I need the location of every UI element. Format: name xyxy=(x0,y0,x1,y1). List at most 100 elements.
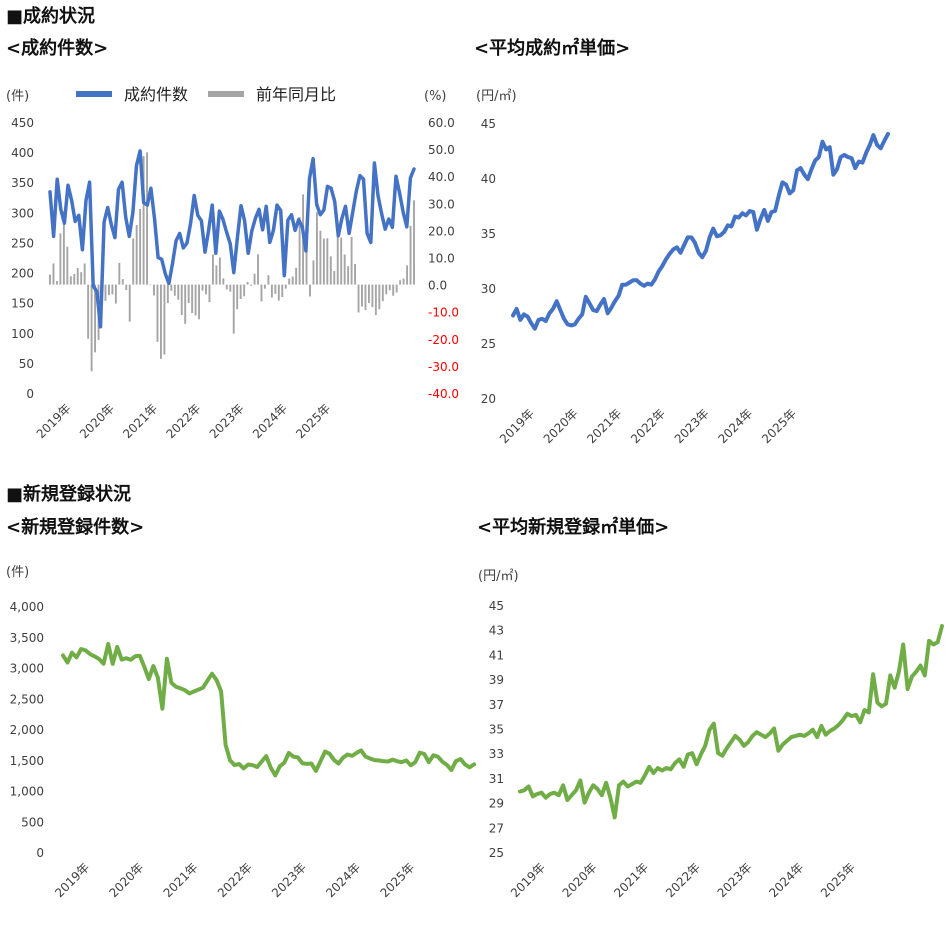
yoy-bar xyxy=(402,278,405,285)
yoy-bar xyxy=(132,238,135,285)
yoy-bar xyxy=(239,284,242,299)
x-tick-label: 2020年 xyxy=(106,860,146,900)
data-line xyxy=(48,149,416,329)
x-tick-label: 2025年 xyxy=(377,860,417,900)
y-left-tick-label: 35 xyxy=(481,227,496,241)
yoy-bar xyxy=(295,267,298,285)
x-tick-label: 2021年 xyxy=(161,860,201,900)
yoy-bar xyxy=(312,260,315,285)
yoy-bar xyxy=(260,284,263,302)
yoy-bar xyxy=(163,284,166,355)
yoy-bar xyxy=(184,284,187,324)
y-left-tick-label: 350 xyxy=(11,176,34,190)
y-left-tick-label: 4,000 xyxy=(10,600,44,614)
yoy-bar xyxy=(187,284,190,304)
y-left-tick-label: 200 xyxy=(11,267,34,281)
section-title-listing: ■新規登録状況 xyxy=(6,484,132,505)
yoy-bar xyxy=(305,228,308,285)
yoy-bar xyxy=(298,217,301,285)
yoy-bar xyxy=(194,284,197,316)
y-left-tick-label: 100 xyxy=(11,327,34,341)
y-left-tick-label: 40 xyxy=(481,172,496,186)
y-left-tick-label: 45 xyxy=(489,599,504,613)
y-left-tick-label: 2,000 xyxy=(10,723,44,737)
y-right-tick-label: 20.0 xyxy=(428,224,455,238)
yoy-bar xyxy=(263,284,266,289)
yoy-bar xyxy=(80,272,83,285)
chart-title-listing-count: <新規登録件数> xyxy=(6,517,145,538)
yoy-bar xyxy=(343,254,346,285)
yoy-bar xyxy=(281,284,284,298)
yoy-bar xyxy=(336,226,339,285)
y-left-unit-label: (円/㎡) xyxy=(476,89,517,104)
y-right-tick-label: 60.0 xyxy=(428,116,455,130)
yoy-bar xyxy=(59,233,62,285)
yoy-bar xyxy=(218,257,221,285)
chart-title-listing-price: <平均新規登録㎡単価> xyxy=(477,517,670,538)
chart-title-contract-price: <平均成約㎡単価> xyxy=(474,38,631,59)
y-left-tick-label: 37 xyxy=(489,698,504,712)
yoy-bar xyxy=(357,284,360,313)
yoy-bar xyxy=(173,284,176,296)
data-line xyxy=(61,642,476,778)
yoy-bar xyxy=(367,284,370,304)
x-tick-label: 2023年 xyxy=(269,860,309,900)
yoy-bar xyxy=(205,284,207,295)
y-left-tick-label: 300 xyxy=(11,206,34,220)
yoy-bar xyxy=(208,284,211,303)
yoy-bar xyxy=(232,284,235,334)
yoy-bar xyxy=(354,264,357,285)
y-right-tick-label: 30.0 xyxy=(428,197,455,211)
yoy-bar xyxy=(378,284,381,310)
x-tick-label: 2019年 xyxy=(508,860,548,900)
yoy-bar xyxy=(118,262,121,285)
y-left-tick-label: 41 xyxy=(489,648,504,662)
yoy-bar xyxy=(392,284,395,296)
listing-count-chart: 0 500 1,000 1,500 2,000 2,500 3,000 3,500 4,000 (… xyxy=(6,565,476,900)
y-left-tick-label: 35 xyxy=(489,723,504,737)
y-left-unit-label: (件) xyxy=(6,89,29,104)
x-tick-label: 2020年 xyxy=(560,860,600,900)
x-tick-label: 2019年 xyxy=(497,406,537,446)
y-right-tick-label: -40.0 xyxy=(428,387,459,401)
y-left-tick-label: 1,000 xyxy=(10,785,44,799)
yoy-bar xyxy=(319,230,322,285)
yoy-bar xyxy=(66,246,69,285)
y-left-tick-label: 29 xyxy=(489,797,504,811)
y-left-tick-label: 30 xyxy=(481,282,496,296)
contract-count-chart: 0 50 100 150 200 250 300 350 400 450 (件) -40.0 -30.0… xyxy=(6,85,459,441)
y-left-tick-label: 150 xyxy=(11,297,34,311)
yoy-bar xyxy=(277,284,280,301)
x-tick-label: 2025年 xyxy=(759,406,799,446)
legend-line-swatch xyxy=(76,91,112,97)
yoy-bar xyxy=(83,263,86,285)
x-tick-label: 2021年 xyxy=(584,406,624,446)
y-left-tick-label: 3,500 xyxy=(10,631,44,645)
yoy-bar xyxy=(291,276,294,285)
yoy-bar xyxy=(87,284,90,339)
yoy-bar xyxy=(288,278,291,285)
y-left-tick-label: 250 xyxy=(11,236,34,250)
y-left-tick-label: 39 xyxy=(489,673,504,687)
y-left-tick-label: 400 xyxy=(11,146,34,160)
chart-title-contract-count: <成約件数> xyxy=(6,38,109,59)
yoy-bar xyxy=(62,211,65,285)
yoy-bar xyxy=(211,254,214,285)
yoy-bar xyxy=(159,284,162,359)
yoy-bar xyxy=(385,284,388,295)
yoy-bar xyxy=(111,284,114,295)
yoy-bar xyxy=(329,256,332,285)
yoy-bar xyxy=(139,208,142,285)
x-tick-label: 2024年 xyxy=(715,406,755,446)
yoy-bar xyxy=(340,237,343,285)
yoy-bar xyxy=(253,273,256,285)
yoy-bar xyxy=(180,284,183,315)
y-left-tick-label: 2,500 xyxy=(10,692,44,706)
y-left-tick-label: 43 xyxy=(489,624,504,638)
y-right-tick-label: 40.0 xyxy=(428,170,455,184)
yoy-bar xyxy=(315,212,318,285)
yoy-bar xyxy=(374,284,377,315)
yoy-bar xyxy=(236,284,239,310)
yoy-bar xyxy=(73,274,76,285)
